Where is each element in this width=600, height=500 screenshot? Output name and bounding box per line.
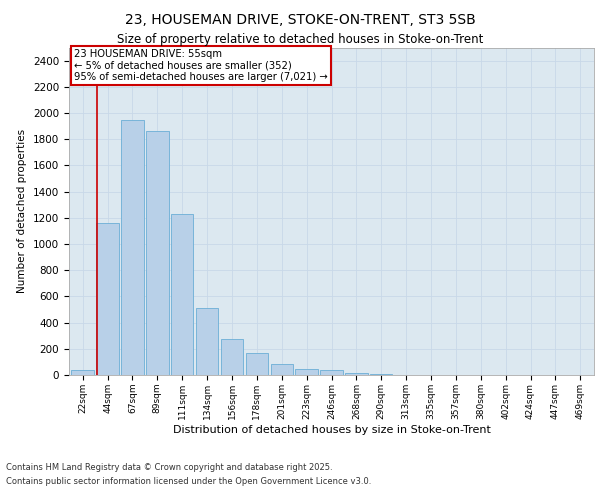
Bar <box>271 364 293 375</box>
Bar <box>171 214 193 375</box>
Bar <box>295 369 318 375</box>
Text: Contains public sector information licensed under the Open Government Licence v3: Contains public sector information licen… <box>6 478 371 486</box>
X-axis label: Distribution of detached houses by size in Stoke-on-Trent: Distribution of detached houses by size … <box>173 424 490 434</box>
Bar <box>345 373 368 375</box>
Bar <box>97 223 119 375</box>
Bar <box>71 370 94 375</box>
Text: 23 HOUSEMAN DRIVE: 55sqm
← 5% of detached houses are smaller (352)
95% of semi-d: 23 HOUSEMAN DRIVE: 55sqm ← 5% of detache… <box>74 49 328 82</box>
Bar <box>196 308 218 375</box>
Bar <box>146 132 169 375</box>
Text: Contains HM Land Registry data © Crown copyright and database right 2025.: Contains HM Land Registry data © Crown c… <box>6 462 332 471</box>
Y-axis label: Number of detached properties: Number of detached properties <box>17 129 28 294</box>
Text: 23, HOUSEMAN DRIVE, STOKE-ON-TRENT, ST3 5SB: 23, HOUSEMAN DRIVE, STOKE-ON-TRENT, ST3 … <box>125 12 475 26</box>
Bar <box>245 354 268 375</box>
Bar <box>370 374 392 375</box>
Text: Size of property relative to detached houses in Stoke-on-Trent: Size of property relative to detached ho… <box>117 32 483 46</box>
Bar <box>221 339 243 375</box>
Bar <box>320 370 343 375</box>
Bar <box>121 120 143 375</box>
